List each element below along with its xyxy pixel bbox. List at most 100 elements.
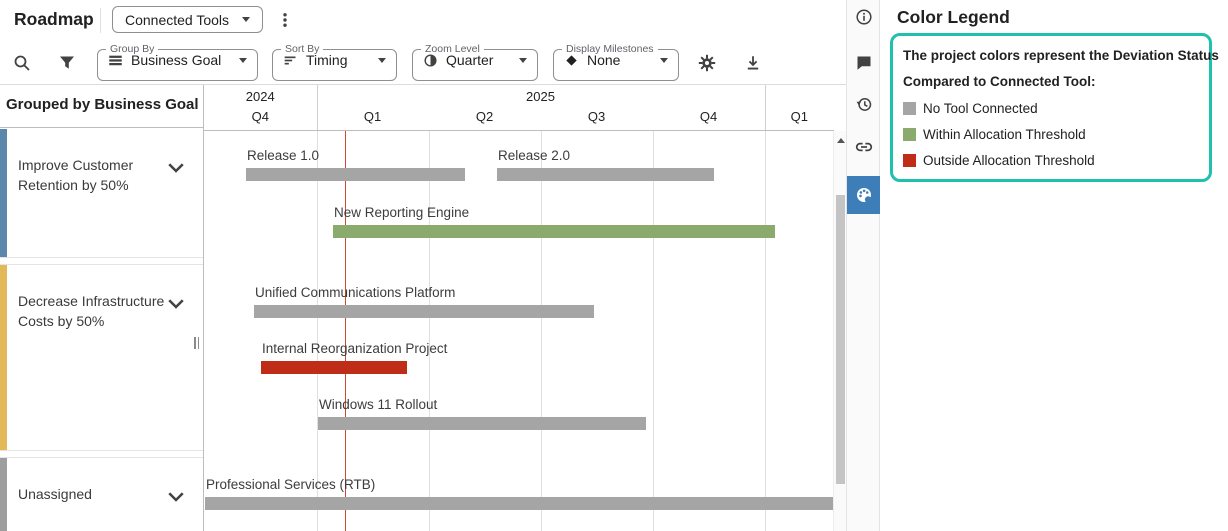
group-label: Improve Customer Retention by 50% [18,157,134,193]
legend-color-swatch [903,101,916,115]
download-icon [747,56,759,70]
gantt-bar[interactable] [261,361,407,374]
view-list-icon [109,55,122,65]
caret-down-icon [242,17,250,22]
timeline-quarter-label: Q1 [363,109,382,124]
today-line [344,131,346,531]
legend-title: Color Legend [897,7,1010,27]
search-button[interactable] [8,49,36,77]
zoom-level-select[interactable]: Zoom Level Quarter [412,44,538,81]
group-accent-bar [0,129,7,257]
group-by-select[interactable]: Group By Business Goal [97,44,258,81]
contrast-icon [424,53,437,67]
scrollbar-thumb[interactable] [836,195,845,484]
timeline-quarter-label: Q4 [251,109,269,124]
rail-link-button[interactable] [847,130,881,164]
year-boundary-line [764,85,766,130]
legend-item: Within Allocation Threshold [903,121,1199,147]
gantt-main: Grouped by Business Goal Improve Custome… [0,85,846,531]
settings-button[interactable] [693,49,721,77]
timeline-quarter-label: Q1 [790,109,808,124]
group-label: Unassigned [18,486,92,502]
gantt-bar[interactable] [254,305,594,318]
group-by-value: Business Goal [131,52,222,68]
gantt-chart-body: Release 1.0 Release 2.0 New Reporting Engi… [204,131,834,531]
group-collapse-button[interactable] [167,295,185,309]
chevron-down-icon [168,163,184,173]
legend-description-line1: The project colors represent the Deviati… [903,48,1219,63]
chevron-down-icon [168,492,184,502]
gantt-bar[interactable] [318,417,646,430]
palette-icon [857,188,872,203]
info-icon [856,9,872,25]
rail-info-button[interactable] [847,0,881,34]
timeline-year-label: 2025 [526,89,555,104]
quarter-gridline [652,131,654,531]
sort-by-value: Timing [306,52,348,68]
more-menu-button[interactable] [272,7,298,33]
gantt-bar-label: New Reporting Engine [334,205,470,220]
divider [100,8,101,33]
connected-tools-button[interactable]: Connected Tools [112,6,263,33]
connected-tools-label: Connected Tools [125,11,230,28]
gantt-bar[interactable] [333,225,775,238]
chat-icon [857,56,871,70]
rail-history-button[interactable] [847,87,881,121]
gantt-bar[interactable] [497,168,714,181]
side-icon-rail [846,0,881,531]
sort-icon [284,56,296,64]
sort-by-select[interactable]: Sort By Timing [272,44,397,81]
legend-item-label: No Tool Connected [923,100,1038,116]
quarter-gridline [764,131,766,531]
gantt-bar-label: Release 1.0 [247,148,320,163]
legend-item: No Tool Connected [903,95,1199,121]
link-icon [855,142,873,152]
group-accent-bar [0,458,7,531]
gantt-bar-label: Windows 11 Rollout [319,397,438,412]
timeline-year-label: 2024 [245,89,275,104]
gantt-bar[interactable] [205,497,833,510]
group-by-label: Group By [110,43,155,55]
rail-palette-button[interactable] [847,176,881,214]
top-bar: Roadmap Connected Tools Group By Business… [0,0,846,85]
group-collapse-button[interactable] [167,488,185,502]
display-milestones-select[interactable]: Display Milestones None [553,44,679,81]
quarter-gridline [428,131,430,531]
gantt-bar-label: Release 2.0 [498,148,571,163]
gantt-bar[interactable] [246,168,465,181]
legend-item-label: Outside Allocation Threshold [923,152,1095,168]
diamond-icon [566,54,577,66]
legend-items: No Tool Connected Within Allocation Thres… [903,95,1199,173]
legend-color-swatch [903,127,916,141]
scroll-up-arrow-icon[interactable] [836,138,845,143]
gantt-bar-label: Professional Services (RTB) [206,477,376,492]
timeline-quarter-label: Q2 [475,109,494,124]
legend-color-swatch [903,153,916,167]
zoom-level-value: Quarter [446,52,494,68]
sidebar-divider [203,85,204,531]
zoom-level-label: Zoom Level [425,43,480,55]
display-milestones-value: None [587,52,621,68]
legend-item-label: Within Allocation Threshold [923,126,1086,142]
download-button[interactable] [739,49,767,77]
rail-chat-button[interactable] [847,46,881,80]
caret-down-icon [660,57,668,63]
color-legend-panel: Color Legend The project colors represen… [880,0,1228,531]
quarter-gridline [540,131,542,531]
gantt-bar-label: Unified Communications Platform [255,285,456,300]
quarter-gridline [316,131,318,531]
group-collapse-button[interactable] [167,159,185,173]
vertical-scrollbar[interactable] [833,131,846,531]
grouped-by-label: Grouped by Business Goal [6,96,199,113]
sidebar-header: Grouped by Business Goal [0,85,203,128]
legend-item: Outside Allocation Threshold [903,147,1199,173]
group-accent-bar [0,265,7,450]
gear-icon [698,54,716,72]
sidebar-resize-handle[interactable] [194,337,202,349]
chevron-down-icon [168,299,184,309]
filter-button[interactable] [53,49,81,77]
caret-down-icon [239,57,247,63]
timeline-header: 2024 2025 Q4 Q1 Q2 Q3 Q4 Q1 [204,85,834,131]
gantt-bar-label: Internal Reorganization Project [262,341,448,356]
